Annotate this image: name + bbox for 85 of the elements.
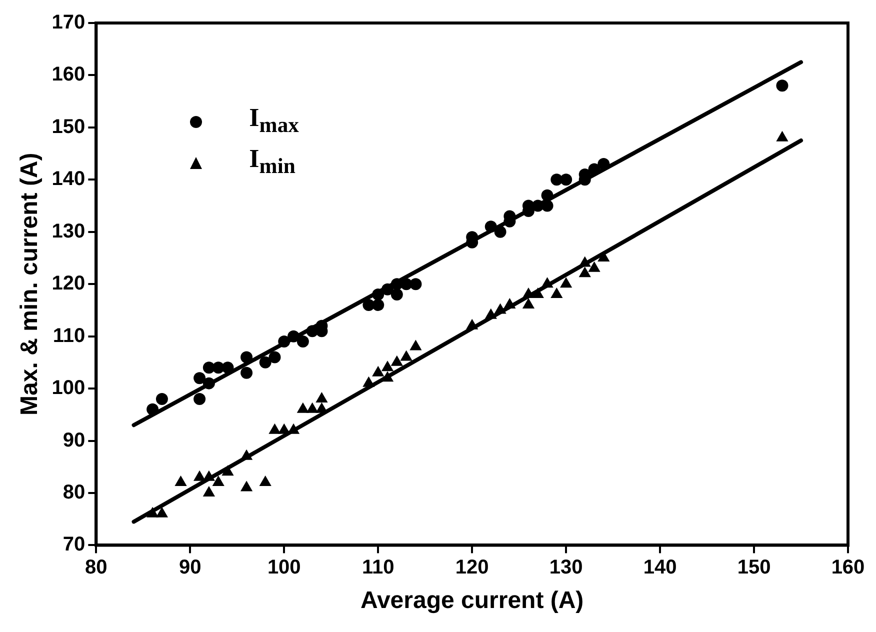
x-tick-label: 90 — [179, 556, 202, 579]
point — [466, 318, 478, 330]
point — [560, 277, 572, 288]
point — [522, 288, 535, 298]
point — [578, 266, 591, 278]
point — [174, 476, 187, 486]
point — [390, 355, 403, 366]
x-axis-title: Average current (A) — [360, 587, 584, 614]
point — [240, 480, 253, 492]
point — [146, 403, 159, 416]
point — [410, 278, 422, 290]
y-tick-label: 80 — [62, 481, 86, 504]
point — [494, 226, 506, 238]
point — [372, 366, 384, 376]
point — [156, 506, 168, 518]
point — [410, 340, 422, 350]
point — [541, 200, 554, 212]
point — [296, 336, 309, 348]
point — [202, 377, 215, 390]
point — [259, 476, 272, 486]
point — [222, 465, 234, 476]
point — [776, 80, 788, 92]
y-tick-label: 160 — [52, 64, 86, 86]
x-tick-label: 160 — [831, 556, 865, 579]
point — [372, 288, 384, 301]
y-axis-title: Max. & min. current (A) — [16, 152, 44, 416]
point — [240, 351, 253, 364]
point — [222, 362, 234, 374]
point — [390, 288, 403, 301]
point — [156, 392, 168, 405]
point — [194, 392, 206, 405]
point — [372, 298, 384, 311]
point — [268, 351, 281, 364]
y-tick-label: 170 — [52, 12, 86, 34]
point — [541, 277, 554, 288]
point — [598, 158, 610, 170]
point — [288, 330, 300, 342]
point — [504, 298, 516, 308]
point — [381, 360, 394, 372]
point — [240, 366, 253, 379]
point — [202, 470, 216, 481]
point — [259, 356, 272, 368]
x-tick-label: 100 — [267, 556, 301, 579]
point — [550, 288, 563, 298]
y-tick-label: 110 — [52, 324, 86, 347]
point — [532, 288, 544, 298]
point — [588, 261, 600, 272]
legend-label: I$_{max}$ — [249, 102, 299, 140]
y-tick-label: 70 — [62, 534, 86, 556]
point — [296, 402, 309, 413]
point — [240, 449, 253, 460]
point — [268, 423, 281, 434]
y-tick-label: 150 — [52, 116, 86, 138]
point — [484, 308, 497, 319]
x-tick-label: 80 — [85, 556, 108, 579]
point — [382, 283, 394, 296]
point — [193, 470, 206, 481]
point — [212, 476, 224, 486]
x-tick-label: 120 — [455, 556, 489, 579]
y-tick-label: 90 — [62, 429, 86, 452]
point — [588, 163, 600, 176]
point — [560, 174, 572, 186]
x-tick-label: 110 — [362, 556, 394, 579]
y-tick-label: 130 — [52, 220, 86, 242]
point — [578, 256, 591, 267]
point — [484, 220, 497, 233]
x-tick-label: 130 — [549, 556, 583, 579]
point — [522, 298, 535, 308]
point — [202, 486, 216, 496]
point — [362, 376, 375, 387]
point — [541, 189, 554, 202]
y-tick-label: 100 — [52, 377, 86, 400]
point — [494, 303, 506, 314]
point — [381, 371, 394, 382]
point — [306, 402, 318, 413]
point — [316, 392, 328, 402]
x-tick-label: 140 — [643, 556, 677, 579]
point — [194, 372, 206, 384]
x-tick-label: 150 — [737, 556, 771, 579]
point — [278, 336, 290, 348]
point — [146, 506, 159, 518]
point — [400, 350, 412, 361]
y-tick-label: 120 — [52, 272, 86, 295]
y-tick-label: 140 — [52, 168, 86, 190]
legend-label: I$_{min}$ — [249, 143, 296, 180]
